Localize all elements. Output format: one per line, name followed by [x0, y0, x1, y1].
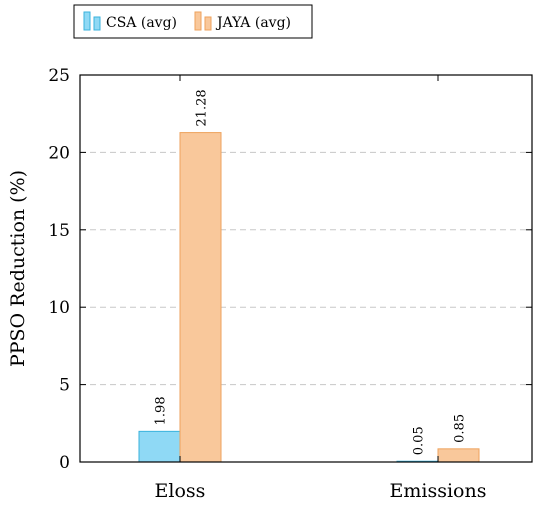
legend: CSA (avg) JAYA (avg) [73, 4, 313, 39]
bar-jaya-eloss [179, 132, 222, 463]
plot-frame [79, 74, 533, 463]
legend-label: JAYA (avg) [215, 15, 291, 31]
bars [138, 132, 480, 463]
x-category-label: Eloss [155, 480, 206, 502]
y-tick-label: 0 [59, 453, 70, 473]
y-tick-label: 15 [48, 221, 70, 241]
legend-swatch [93, 16, 101, 31]
data-labels: 1.98 0.05 21.28 0.85 [154, 89, 468, 455]
grid-lines [80, 151, 532, 386]
legend-box [73, 4, 313, 39]
legend-swatch [204, 16, 212, 31]
data-label: 21.28 [195, 89, 210, 126]
y-axis-title: PPSO Reduction (%) [7, 170, 29, 367]
y-tick-label: 5 [59, 376, 70, 396]
data-label: 0.85 [453, 414, 468, 443]
legend-swatch [194, 11, 202, 31]
y-tick-label: 10 [48, 298, 70, 318]
x-category-label: Emissions [390, 480, 487, 502]
bar-csa-eloss [138, 430, 181, 463]
bar-jaya-emissions [437, 448, 480, 463]
data-label: 0.05 [412, 426, 427, 455]
legend-label: CSA (avg) [106, 15, 177, 31]
y-tick-label: 20 [48, 143, 70, 163]
axes: 0 5 10 15 20 25 Eloss Emissions PPSO Reduction (… [7, 66, 533, 502]
legend-swatch [83, 11, 91, 31]
y-tick-label: 25 [48, 66, 70, 86]
data-label: 1.98 [154, 396, 169, 425]
